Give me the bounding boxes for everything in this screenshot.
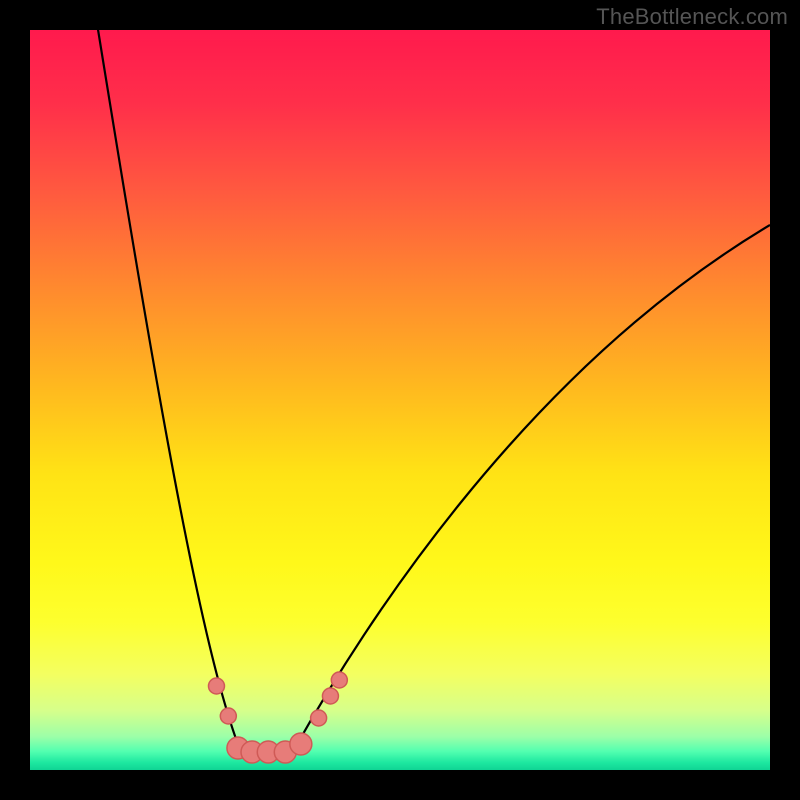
gradient-background <box>30 30 770 770</box>
chart-svg <box>0 0 800 800</box>
curve-marker <box>311 710 327 726</box>
watermark-text: TheBottleneck.com <box>596 4 788 30</box>
curve-marker <box>290 733 312 755</box>
curve-marker <box>322 688 338 704</box>
curve-marker <box>208 678 224 694</box>
curve-marker <box>220 708 236 724</box>
chart-container: TheBottleneck.com <box>0 0 800 800</box>
curve-marker <box>331 672 347 688</box>
